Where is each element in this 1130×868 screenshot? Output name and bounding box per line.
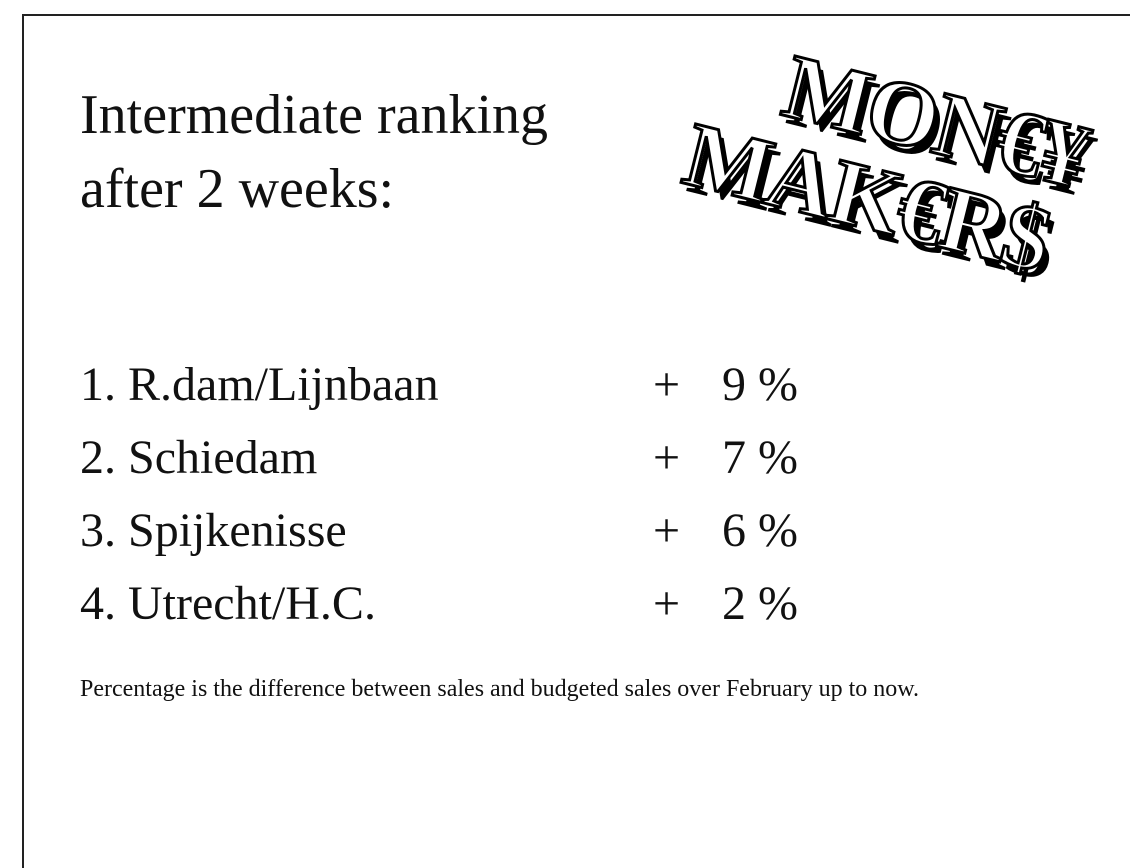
slide-title: Intermediate ranking after 2 weeks: xyxy=(80,78,548,226)
title-line: after 2 weeks: xyxy=(80,158,395,220)
title-line: Intermediate ranking xyxy=(80,84,549,146)
ranking-row: 4. Utrecht/H.C. +2 % xyxy=(80,567,798,640)
ranking-label: 2. Schiedam xyxy=(80,431,318,484)
slide-frame xyxy=(22,14,1130,868)
footnote: Percentage is the difference between sal… xyxy=(80,676,920,702)
ranking-row: 2. Schiedam +7 % xyxy=(80,421,798,494)
ranking-value: 7 % xyxy=(722,431,798,484)
ranking-value: 6 % xyxy=(722,504,798,557)
ranking-sign: + xyxy=(653,577,681,630)
ranking-value: 9 % xyxy=(722,358,798,411)
ranking-sign: + xyxy=(653,504,681,557)
ranking-list: 1. R.dam/Lijnbaan +9 % 2. Schiedam +7 % 3. S… xyxy=(80,348,798,640)
ranking-label: 3. Spijkenisse xyxy=(80,504,347,557)
ranking-row: 3. Spijkenisse +6 % xyxy=(80,494,798,567)
ranking-label: 1. R.dam/Lijnbaan xyxy=(80,358,439,411)
ranking-row: 1. R.dam/Lijnbaan +9 % xyxy=(80,348,798,421)
ranking-sign: + xyxy=(653,431,681,484)
ranking-label: 4. Utrecht/H.C. xyxy=(80,577,376,630)
logo: MON€¥ MON€¥ MAK€R$ MAK€R$ xyxy=(673,40,1103,300)
ranking-value: 2 % xyxy=(722,577,798,630)
ranking-sign: + xyxy=(653,358,681,411)
